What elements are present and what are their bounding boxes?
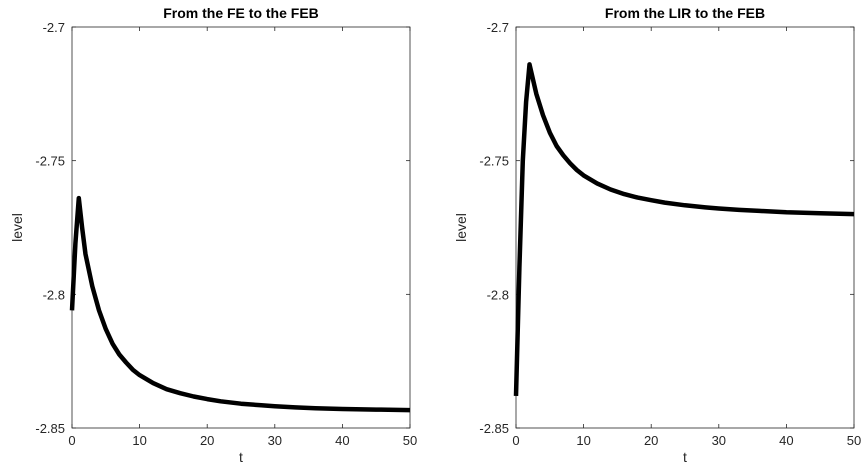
y-tick-label: -2.75 xyxy=(35,154,65,169)
x-tick-label: 0 xyxy=(68,433,75,448)
x-tick-label: 0 xyxy=(512,433,519,448)
x-axis-label: t xyxy=(239,449,243,465)
y-axis-label: level xyxy=(9,213,25,242)
x-tick-label: 30 xyxy=(712,433,726,448)
chart-title: From the FE to the FEB xyxy=(163,5,319,21)
chart-2: From the LIR to the FEB 0 10 20 30 40 50 -2.85 -… xyxy=(453,5,861,465)
x-tick-label: 40 xyxy=(779,433,793,448)
y-tick-label: -2.8 xyxy=(487,287,509,302)
plot-frame xyxy=(515,26,855,429)
plot-frame xyxy=(71,26,411,429)
y-tick-label: -2.85 xyxy=(35,421,65,436)
x-tick-label: 10 xyxy=(132,433,146,448)
y-tick-label: -2.75 xyxy=(479,154,509,169)
series-line xyxy=(69,195,411,413)
y-tick-label: -2.7 xyxy=(43,20,65,35)
x-axis-label: t xyxy=(683,449,687,465)
x-tick-label: 20 xyxy=(644,433,658,448)
x-tick-label: 30 xyxy=(268,433,282,448)
x-tick-label: 40 xyxy=(335,433,349,448)
x-tick-label: 50 xyxy=(403,433,417,448)
y-axis-label: level xyxy=(453,213,469,242)
y-tick-label: -2.8 xyxy=(43,287,65,302)
y-tick-label: -2.85 xyxy=(479,421,509,436)
x-tick-label: 50 xyxy=(847,433,861,448)
x-tick-label: 20 xyxy=(200,433,214,448)
series-line xyxy=(513,62,855,396)
y-tick-label: -2.7 xyxy=(487,20,509,35)
chart-1: From the FE to the FEB 0 10 20 30 40 50 -2.85 -2… xyxy=(9,5,417,465)
chart-title: From the LIR to the FEB xyxy=(605,5,765,21)
x-tick-label: 10 xyxy=(576,433,590,448)
